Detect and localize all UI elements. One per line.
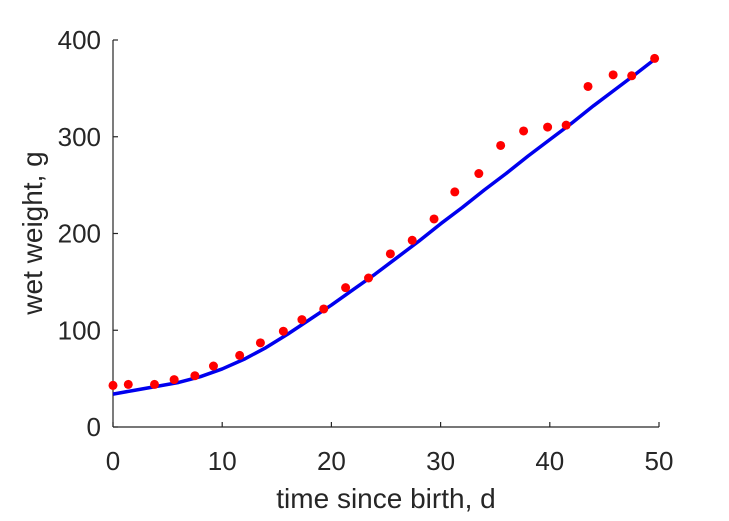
data-point (208, 361, 218, 371)
x-tick-label: 40 (535, 446, 564, 476)
data-point (319, 304, 329, 314)
data-point (496, 140, 506, 150)
data-point (429, 214, 439, 224)
fit-line (112, 57, 656, 396)
data-point (543, 122, 553, 132)
y-ticks: 0 100 200 300 400 (58, 25, 118, 442)
x-tick-label: 30 (426, 446, 455, 476)
data-point (169, 375, 179, 385)
data-point (627, 71, 637, 81)
y-tick-label: 0 (87, 412, 101, 442)
data-point (190, 371, 200, 381)
data-point (608, 70, 618, 80)
y-tick-label: 400 (58, 25, 101, 55)
x-tick-label: 0 (106, 446, 120, 476)
data-point (407, 235, 417, 245)
data-point (519, 126, 529, 136)
x-tick-label: 20 (317, 446, 346, 476)
data-point (385, 249, 395, 259)
x-axis-label: time since birth, d (276, 483, 495, 514)
data-point (123, 379, 133, 389)
y-tick-label: 100 (58, 315, 101, 345)
data-point (108, 380, 118, 390)
data-point (561, 120, 571, 130)
y-axis-label: wet weight, g (17, 151, 48, 315)
x-tick-label: 10 (208, 446, 237, 476)
plot-area (108, 53, 660, 396)
x-tick-label: 50 (645, 446, 674, 476)
data-point (450, 187, 460, 197)
x-ticks: 0 10 20 30 40 50 (106, 422, 674, 476)
axes (112, 40, 659, 428)
data-point (364, 273, 374, 283)
data-point (650, 53, 660, 63)
data-point (255, 338, 265, 348)
data-point (474, 169, 484, 179)
data-point (149, 379, 159, 389)
data-point (278, 326, 288, 336)
data-point (583, 81, 593, 91)
data-point (235, 350, 245, 360)
data-point (341, 283, 351, 293)
y-tick-label: 200 (58, 219, 101, 249)
y-tick-label: 300 (58, 122, 101, 152)
data-point (297, 315, 307, 325)
